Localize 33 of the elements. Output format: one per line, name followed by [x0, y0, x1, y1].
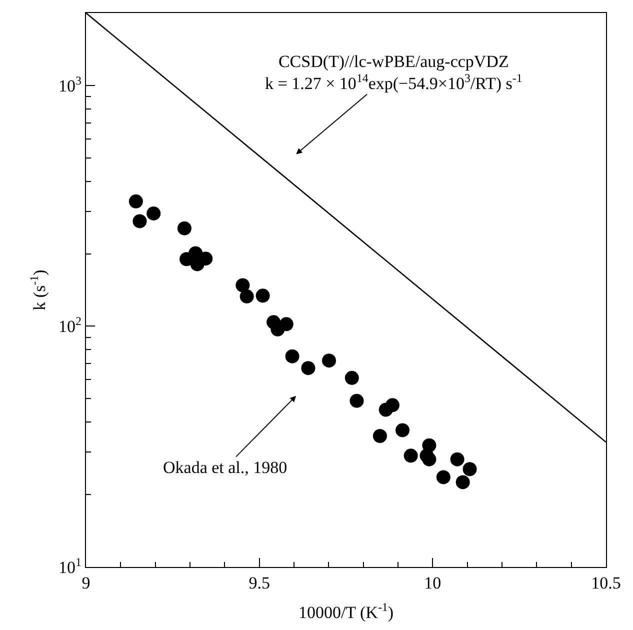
point — [385, 398, 400, 412]
point — [301, 361, 316, 376]
point — [404, 448, 418, 463]
point — [177, 221, 192, 236]
x-axis-title: 10000/T (K$^{-1}$) — [298, 600, 394, 622]
point — [198, 252, 213, 266]
point — [279, 317, 294, 332]
point — [372, 429, 387, 444]
point — [450, 452, 464, 466]
point — [396, 423, 410, 438]
annotation: Okada et al., 1980 — [163, 458, 288, 477]
y-tick-label: 10$^{2}$ — [58, 314, 82, 336]
point — [456, 475, 470, 490]
point — [240, 289, 254, 304]
point — [132, 214, 147, 228]
point — [256, 288, 270, 303]
point — [285, 349, 300, 364]
y-tick-label: 10$^{3}$ — [58, 73, 82, 96]
point — [322, 354, 336, 368]
point — [146, 206, 161, 220]
point — [436, 470, 450, 484]
point — [344, 370, 359, 385]
annotation: CCSD(T)//lc-wPBE/aug-ccpVDZ k = 1.27 × 10$^{14}$exp(−54.9×10$^{3}$/RT) s$^{-1}$ — [265, 52, 522, 94]
point — [236, 278, 250, 292]
point — [128, 194, 143, 208]
y-tick-label: 10$^{1}$ — [58, 554, 82, 577]
point — [350, 394, 364, 408]
x-tick-label: 9.5 — [248, 574, 270, 592]
x-tick-label: 10.5 — [591, 574, 621, 592]
x-tick-label: 10 — [424, 574, 442, 592]
point — [422, 452, 436, 466]
x-tick-label: 9 — [82, 574, 90, 592]
point — [462, 462, 477, 476]
